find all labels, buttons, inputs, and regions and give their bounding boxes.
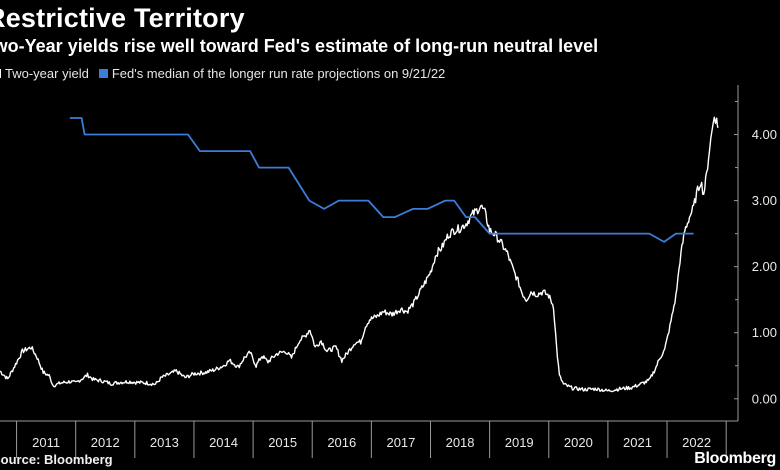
series-line-fed-longer-run bbox=[69, 117, 694, 243]
x-tick-label: 2018 bbox=[446, 435, 475, 450]
x-tick-label: 2022 bbox=[682, 435, 711, 450]
y-tick-label: 1.00 bbox=[752, 325, 777, 340]
series-line-two-year-yield bbox=[0, 116, 719, 393]
legend-item-yield: Two-year yield bbox=[0, 66, 89, 81]
x-axis: 2011 2012 2013 2014 2015 2016 2017 2018 2019 2020… bbox=[0, 420, 738, 458]
x-tick-label: 2013 bbox=[150, 435, 179, 450]
x-tick-label: 2019 bbox=[505, 435, 534, 450]
y-tick-label: 4.00 bbox=[752, 127, 777, 142]
x-tick-label: 2012 bbox=[91, 435, 120, 450]
chart-title: Restrictive Territory bbox=[0, 3, 245, 33]
y-axis: 0.00 1.00 2.00 3.00 4.00 bbox=[734, 85, 777, 421]
x-tick-label: 2017 bbox=[386, 435, 415, 450]
x-tick-label: 2014 bbox=[209, 435, 238, 450]
bloomberg-logo: Bloomberg bbox=[694, 450, 776, 467]
y-tick-label: 3.00 bbox=[752, 193, 777, 208]
x-tick-label: 2021 bbox=[623, 435, 652, 450]
y-tick-label: 0.00 bbox=[752, 391, 777, 406]
legend-item-fed: Fed's median of the longer run rate proj… bbox=[98, 66, 446, 81]
series-lines bbox=[0, 116, 719, 393]
x-tick-label: 2011 bbox=[32, 435, 60, 450]
legend-label-fed: Fed's median of the longer run rate proj… bbox=[111, 66, 446, 81]
legend-label-yield: Two-year yield bbox=[5, 66, 89, 81]
source-note: Source: Bloomberg bbox=[0, 452, 113, 467]
legend-swatch-yield bbox=[0, 69, 1, 78]
legend-swatch-fed bbox=[98, 69, 108, 78]
x-tick-label: 2020 bbox=[564, 435, 593, 450]
x-tick-label: 2015 bbox=[268, 435, 297, 450]
legend: Two-year yield Fed's median of the longe… bbox=[0, 66, 455, 81]
x-tick-label: 2016 bbox=[327, 435, 356, 450]
chart-subtitle: Two-Year yields rise well toward Fed's e… bbox=[0, 36, 599, 56]
y-tick-label: 2.00 bbox=[752, 259, 777, 274]
